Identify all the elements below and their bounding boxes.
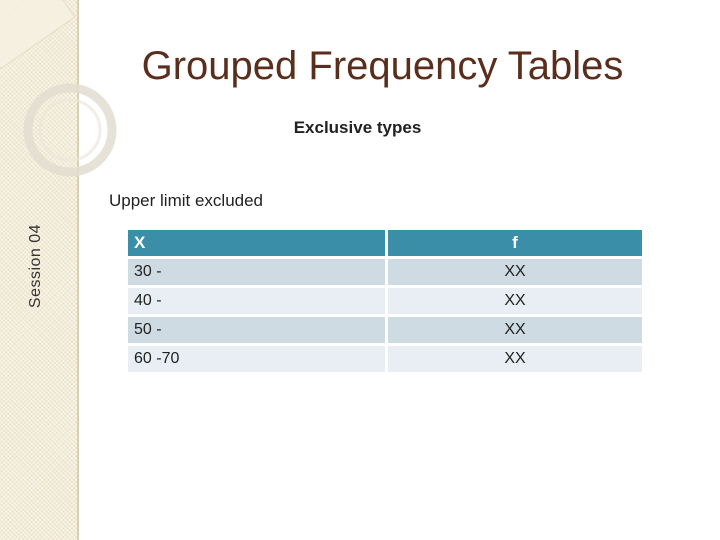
header-x: X <box>128 230 385 256</box>
slide-title: Grouped Frequency Tables <box>141 44 624 88</box>
cell-x: 40 - <box>128 288 385 314</box>
cell-f: XX <box>388 288 642 314</box>
table-row: 30 - XX <box>128 259 642 285</box>
cell-f: XX <box>388 346 642 372</box>
sidebar-divider <box>77 0 79 540</box>
cell-f: XX <box>388 317 642 343</box>
slide-subtitle: Exclusive types <box>293 118 422 137</box>
decorative-ring-small <box>38 98 102 162</box>
header-f: f <box>388 230 642 256</box>
table-row: 40 - XX <box>128 288 642 314</box>
cell-x: 50 - <box>128 317 385 343</box>
cell-f: XX <box>388 259 642 285</box>
cell-x: 30 - <box>128 259 385 285</box>
decorative-rings <box>0 0 117 177</box>
session-label: Session 04 <box>27 223 44 309</box>
decorative-ring-large <box>23 83 117 177</box>
cell-x: 60 -70 <box>128 346 385 372</box>
slide-note: Upper limit excluded <box>109 191 264 210</box>
decorative-page-curl <box>0 0 76 70</box>
table-row: 60 -70 XX <box>128 346 642 372</box>
table-row: 50 - XX <box>128 317 642 343</box>
frequency-table: X f 30 - XX 40 - XX 50 - XX 60 -70 XX <box>125 227 645 375</box>
table-header-row: X f <box>128 230 642 256</box>
